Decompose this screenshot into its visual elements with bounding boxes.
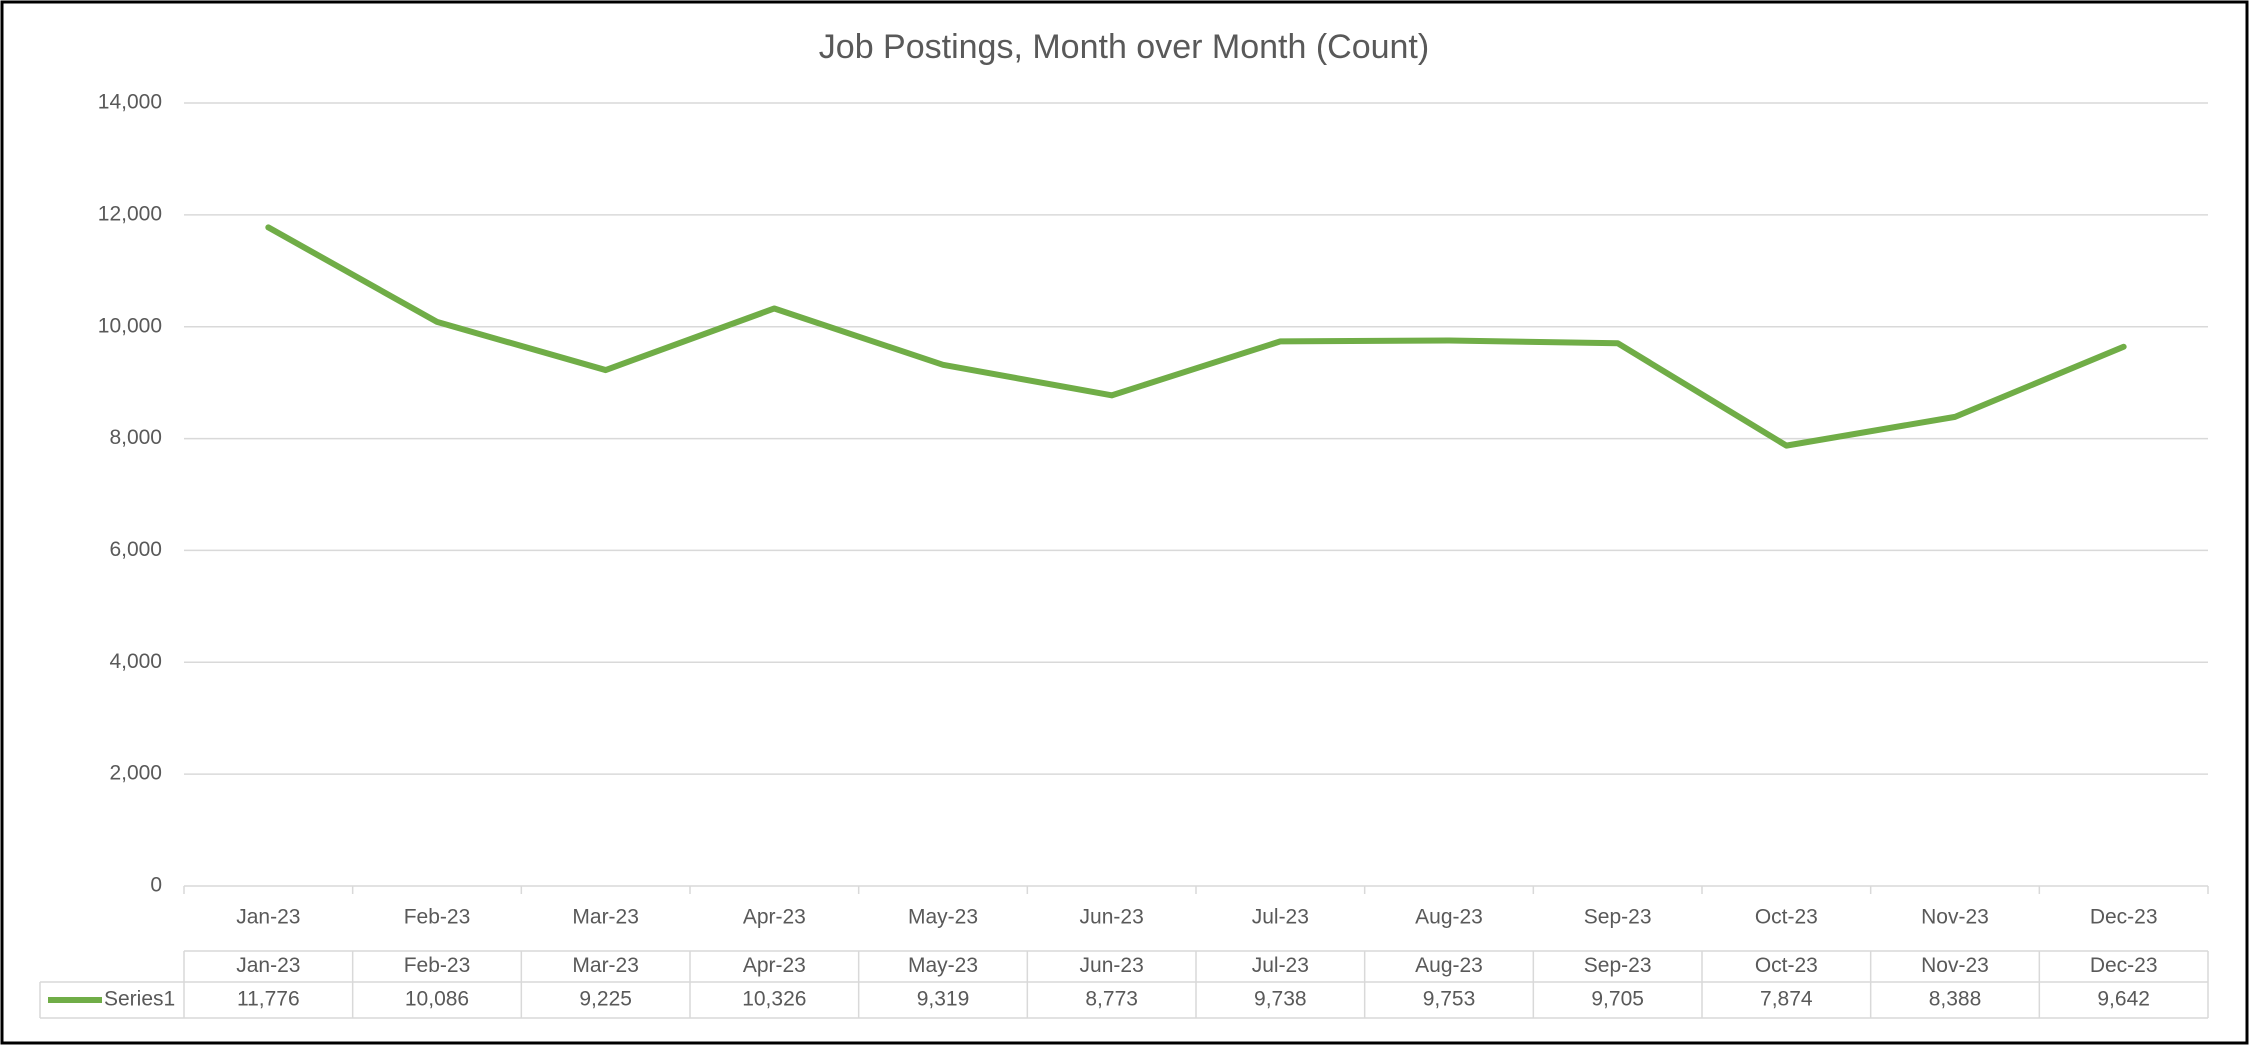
table-value: 11,776 xyxy=(237,988,300,1011)
table-header: Jan-23 xyxy=(236,954,300,977)
x-tick-label: Oct-23 xyxy=(1755,906,1818,929)
table-header: Feb-23 xyxy=(404,954,471,977)
table-header: Mar-23 xyxy=(572,954,639,977)
table-value: 9,642 xyxy=(2097,988,2150,1011)
y-tick-label: 12,000 xyxy=(98,202,162,225)
x-tick-label: Jun-23 xyxy=(1080,906,1144,929)
table-header: Apr-23 xyxy=(743,954,806,977)
legend-label: Series1 xyxy=(104,988,175,1011)
y-tick-label: 0 xyxy=(150,874,162,897)
x-tick-label: Dec-23 xyxy=(2090,906,2158,929)
y-tick-label: 6,000 xyxy=(109,538,162,561)
table-value: 10,086 xyxy=(405,988,469,1011)
table-value: 8,388 xyxy=(1929,988,1982,1011)
table-value: 9,319 xyxy=(917,988,970,1011)
table-value: 9,225 xyxy=(579,988,632,1011)
x-tick-label: Aug-23 xyxy=(1415,906,1483,929)
table-header: Jul-23 xyxy=(1252,954,1309,977)
table-header: Sep-23 xyxy=(1584,954,1652,977)
table-value: 7,874 xyxy=(1760,988,1813,1011)
x-tick-label: May-23 xyxy=(908,906,978,929)
table-value: 10,326 xyxy=(742,988,806,1011)
y-tick-label: 14,000 xyxy=(98,91,162,114)
table-header: Aug-23 xyxy=(1415,954,1483,977)
table-value: 8,773 xyxy=(1085,988,1138,1011)
table-value: 9,738 xyxy=(1254,988,1307,1011)
table-header: May-23 xyxy=(908,954,978,977)
y-tick-label: 8,000 xyxy=(109,426,162,449)
chart-title: Job Postings, Month over Month (Count) xyxy=(819,28,1429,66)
table-header: Oct-23 xyxy=(1755,954,1818,977)
x-tick-label: Mar-23 xyxy=(572,906,639,929)
y-tick-label: 4,000 xyxy=(109,650,162,673)
x-tick-label: Jul-23 xyxy=(1252,906,1309,929)
y-tick-label: 2,000 xyxy=(109,762,162,785)
x-tick-label: Feb-23 xyxy=(404,906,471,929)
x-tick-label: Apr-23 xyxy=(743,906,806,929)
table-header: Nov-23 xyxy=(1921,954,1989,977)
table-header: Dec-23 xyxy=(2090,954,2158,977)
y-tick-label: 10,000 xyxy=(98,314,162,337)
x-tick-label: Sep-23 xyxy=(1584,906,1652,929)
x-tick-label: Jan-23 xyxy=(236,906,300,929)
series-line xyxy=(265,224,2127,449)
x-tick-label: Nov-23 xyxy=(1921,906,1989,929)
table-value: 9,753 xyxy=(1423,988,1476,1011)
table-header: Jun-23 xyxy=(1080,954,1144,977)
table-value: 9,705 xyxy=(1591,988,1644,1011)
